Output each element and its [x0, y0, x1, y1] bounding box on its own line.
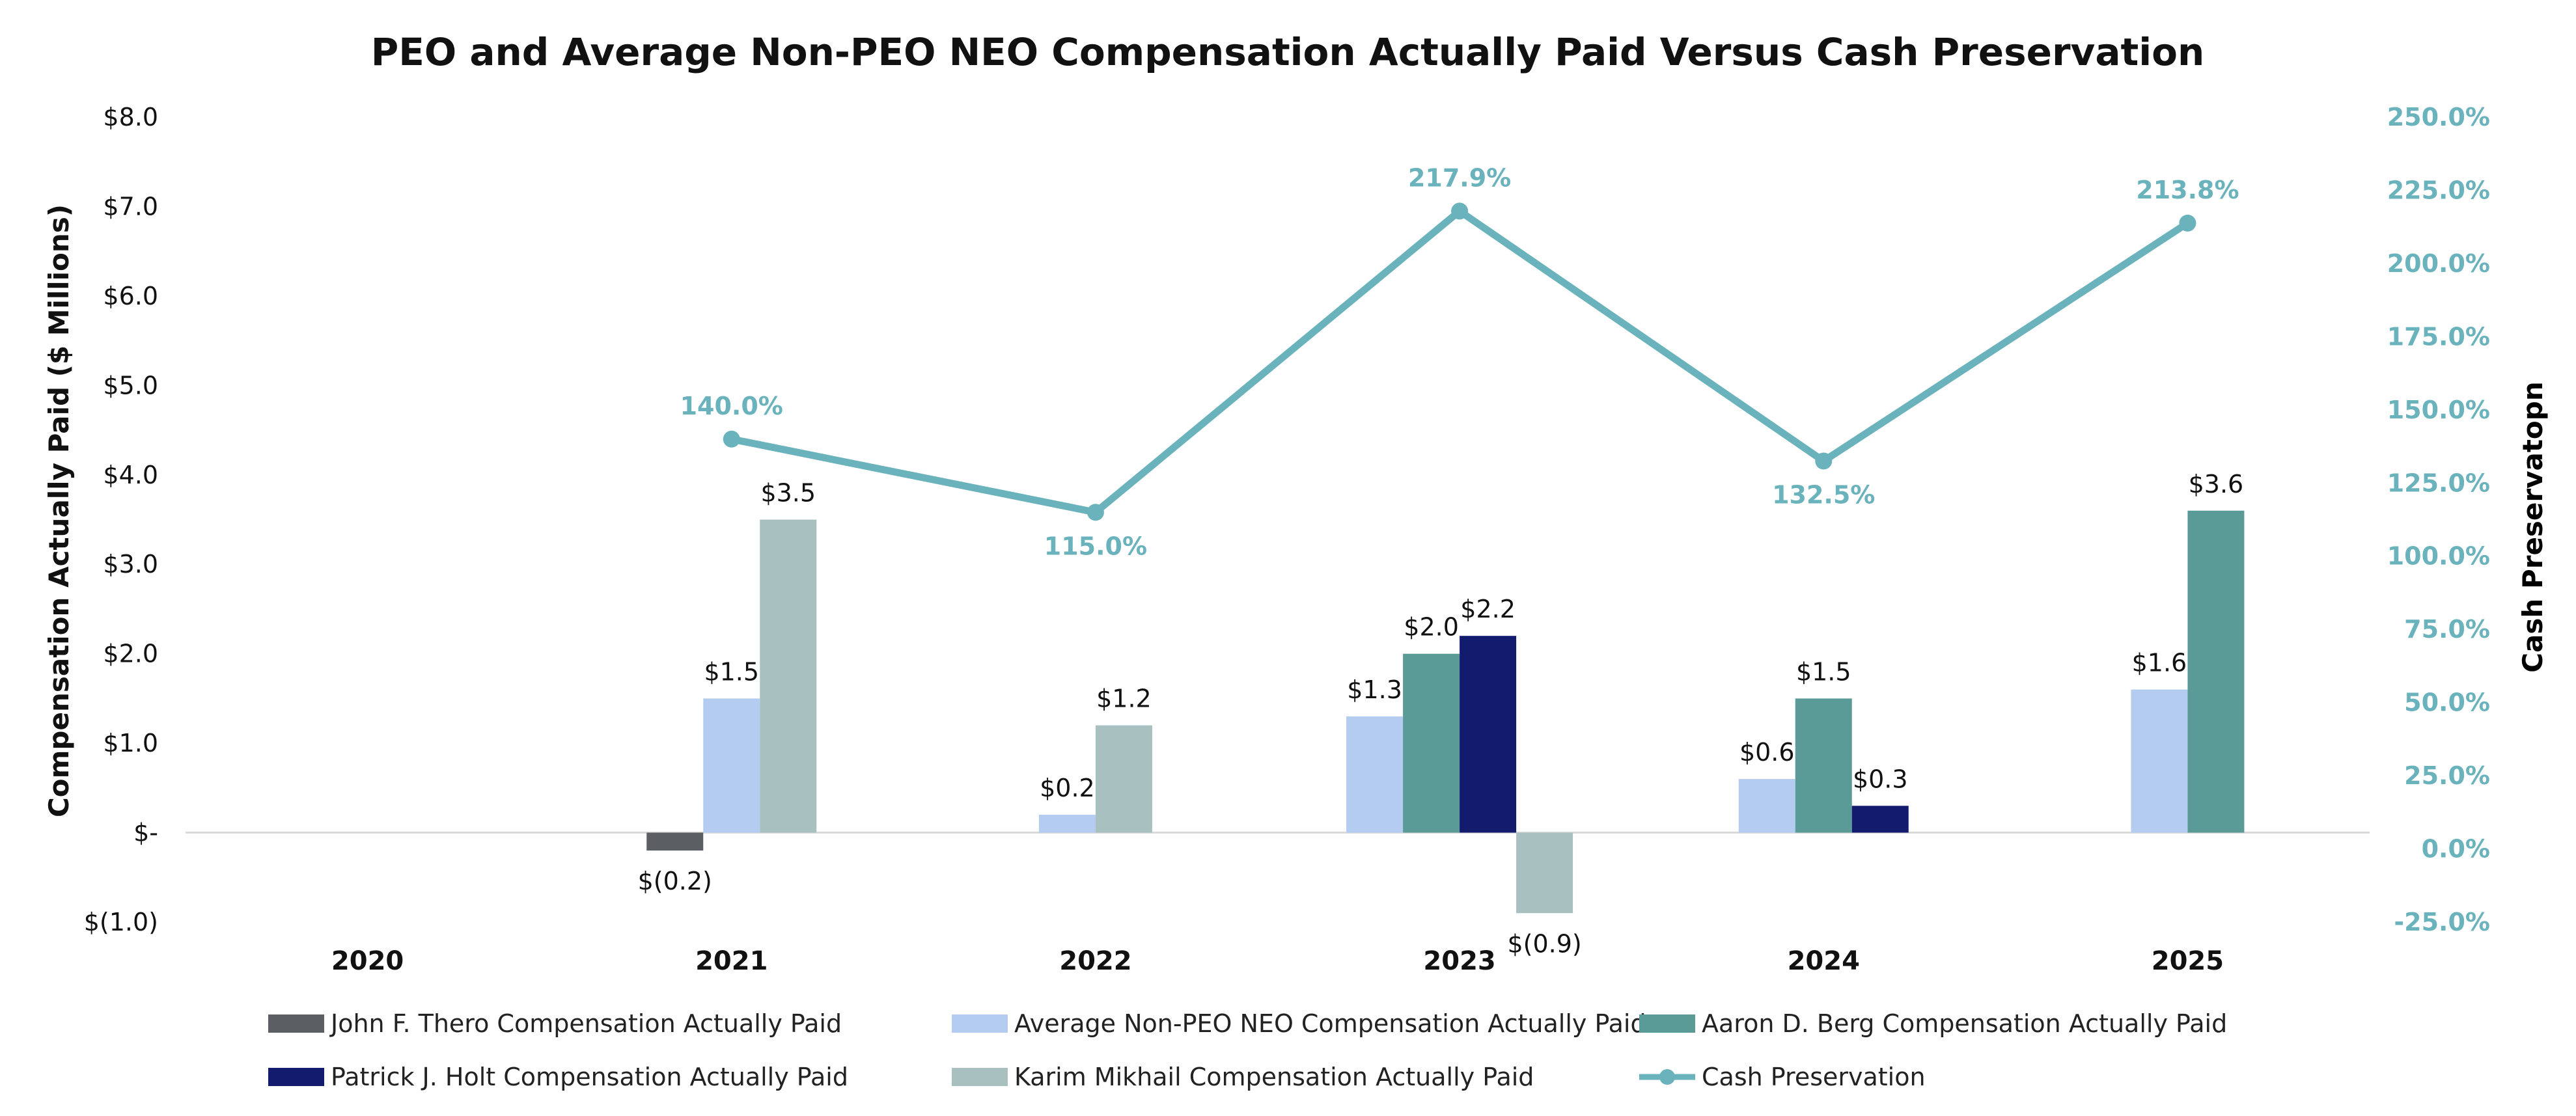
right-axis-title: Cash Preservatopn [2517, 381, 2549, 672]
right-tick-label: 150.0% [2387, 396, 2490, 424]
right-tick-label: 75.0% [2404, 615, 2490, 644]
x-tick-label: 2024 [1788, 946, 1860, 976]
legend-label: Cash Preservation [1702, 1063, 1926, 1091]
bar-data-label: $1.2 [1096, 685, 1152, 713]
legend-label: Patrick J. Holt Compensation Actually Pa… [331, 1063, 848, 1091]
bar-data-label: $(0.9) [1507, 929, 1581, 958]
line-marker [1451, 202, 1469, 220]
legend-label: Aaron D. Berg Compensation Actually Paid [1702, 1009, 2227, 1038]
bar [1795, 698, 1852, 833]
line-data-label: 140.0% [680, 392, 783, 420]
legend-line-marker [1659, 1069, 1675, 1085]
right-tick-label: 0.0% [2422, 835, 2490, 864]
legend-label: Average Non-PEO NEO Compensation Actuall… [1014, 1009, 1646, 1038]
bar-data-label: $2.0 [1404, 613, 1459, 642]
right-tick-label: 225.0% [2387, 176, 2490, 204]
right-tick-label: -25.0% [2394, 908, 2490, 936]
bar [1460, 636, 1517, 833]
legend-swatch [952, 1068, 1008, 1086]
legend-label: John F. Thero Compensation Actually Paid [329, 1009, 842, 1038]
legend-label: Karim Mikhail Compensation Actually Paid [1014, 1063, 1534, 1091]
left-tick-label: $(1.0) [84, 908, 158, 936]
right-axis-ticks: -25.0% 0.0% 25.0% 50.0% 75.0% 100.0% 125.0% 150… [2387, 103, 2490, 936]
bar-data-label: $3.6 [2189, 470, 2244, 498]
cash-preservation-line-series: 140.0% 115.0% 217.9% 132.5% 213.8% [680, 163, 2239, 560]
bar-data-label: $1.3 [1347, 675, 1402, 704]
legend-swatch [268, 1014, 324, 1033]
bar-data-label: $1.6 [2132, 649, 2187, 677]
left-tick-label: $4.0 [103, 461, 158, 489]
line-marker [1087, 504, 1104, 521]
x-tick-label: 2025 [2152, 946, 2224, 976]
line-marker [1815, 452, 1833, 470]
bar [1403, 653, 1460, 833]
bar [646, 832, 704, 851]
left-tick-label: $3.0 [103, 550, 158, 578]
bar [703, 698, 760, 833]
x-tick-label: 2023 [1423, 946, 1495, 976]
right-tick-label: 125.0% [2387, 469, 2490, 497]
bar-data-label: $1.5 [1796, 657, 1851, 686]
bar-data-label: $2.2 [1460, 595, 1516, 623]
bar-series [646, 510, 2245, 914]
right-tick-label: 175.0% [2387, 322, 2490, 351]
x-tick-label: 2020 [331, 946, 404, 976]
x-tick-label: 2022 [1059, 946, 1131, 976]
bar [2131, 689, 2188, 833]
bar [760, 519, 817, 833]
chart-title: PEO and Average Non-PEO NEO Compensation… [371, 30, 2205, 74]
bar-data-label: $0.2 [1040, 774, 1095, 802]
legend-swatch [1639, 1014, 1695, 1033]
bar-data-label: $(0.2) [638, 867, 712, 895]
left-tick-label: $2.0 [103, 640, 158, 668]
line-data-label: 213.8% [2136, 176, 2239, 204]
right-tick-label: 250.0% [2387, 103, 2490, 131]
left-tick-label: $1.0 [103, 729, 158, 757]
left-tick-label: $- [133, 819, 158, 847]
bar-data-label: $0.6 [1739, 738, 1795, 767]
x-axis-ticks: 2020 2021 2022 2023 2024 2025 [331, 946, 2224, 976]
bar-data-label: $0.3 [1853, 765, 1908, 793]
right-tick-label: 50.0% [2404, 688, 2490, 717]
bar [1038, 815, 1096, 833]
legend-swatch [268, 1068, 324, 1086]
bar [1095, 725, 1152, 833]
line-data-label: 217.9% [1408, 163, 1511, 192]
line-marker [2179, 214, 2196, 232]
right-tick-label: 100.0% [2387, 542, 2490, 571]
bar [1346, 716, 1404, 833]
left-tick-label: $8.0 [103, 103, 158, 131]
left-tick-label: $6.0 [103, 282, 158, 310]
line-marker [723, 430, 740, 448]
right-tick-label: 200.0% [2387, 249, 2490, 278]
bar [1851, 806, 1909, 833]
bar [2187, 510, 2245, 833]
bar-data-labels: $(0.2) $1.5 $3.5 $0.2 $1.2 $1.3 $2.0$2.2 $(0.9)… [638, 470, 2244, 959]
left-tick-label: $7.0 [103, 192, 158, 221]
left-tick-label: $5.0 [103, 371, 158, 400]
left-axis-ticks: $(1.0) $- $1.0 $2.0 $3.0 $4.0 $5.0 $6.0 $7.0 $8.0 [84, 103, 158, 936]
x-tick-label: 2021 [695, 946, 768, 976]
legend: John F. Thero Compensation Actually Paid… [268, 1009, 2227, 1091]
legend-swatch [952, 1014, 1008, 1033]
bar [1738, 779, 1795, 833]
bar [1516, 832, 1573, 914]
line-data-label: 115.0% [1044, 532, 1147, 560]
cash-preservation-line [728, 207, 2191, 516]
line-data-label: 132.5% [1772, 481, 1875, 510]
left-axis-title: Compensation Actually Paid ($ Millions) [43, 204, 75, 817]
bar-data-label: $1.5 [704, 657, 759, 686]
right-tick-label: 25.0% [2404, 761, 2490, 790]
bar-data-label: $3.5 [760, 479, 816, 508]
